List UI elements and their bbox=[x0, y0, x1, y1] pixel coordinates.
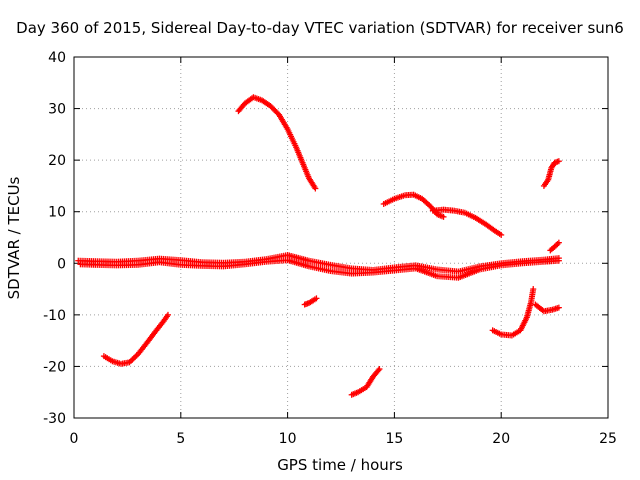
data-point-arc-4 bbox=[375, 367, 382, 374]
x-tick-label: 25 bbox=[599, 431, 617, 447]
data-point-arc-5 bbox=[440, 213, 447, 220]
x-tick-label: 5 bbox=[176, 431, 185, 447]
x-tick-label: 20 bbox=[492, 431, 510, 447]
data-point-arc-10 bbox=[555, 239, 562, 246]
grid bbox=[74, 57, 608, 418]
plot-frame bbox=[73, 56, 609, 419]
data-point-arc-10 bbox=[554, 241, 561, 248]
y-tick-label: 40 bbox=[48, 50, 66, 66]
axis-ticks: 0 5 10 15 20 25 -30 -20 -10 0 10 20 30 40 bbox=[43, 50, 617, 447]
y-tick-label: -10 bbox=[43, 308, 66, 324]
data-point-arc-6 bbox=[498, 231, 505, 238]
x-tick-label: 15 bbox=[385, 431, 403, 447]
y-tick-label: 20 bbox=[48, 153, 66, 169]
data-point-arc-1 bbox=[132, 353, 139, 360]
x-tick-label: 10 bbox=[279, 431, 297, 447]
y-tick-label: -20 bbox=[43, 359, 66, 375]
y-tick-label: -30 bbox=[43, 411, 66, 427]
data-point-arc-4 bbox=[376, 366, 383, 373]
x-axis-label: GPS time / hours bbox=[277, 456, 403, 474]
data-point-arc-3 bbox=[313, 295, 320, 302]
data-point-arc-2 bbox=[312, 185, 319, 192]
y-tick-label: 30 bbox=[48, 102, 66, 118]
data-point-arc-7 bbox=[530, 286, 537, 293]
data-point-arc-1 bbox=[130, 355, 137, 362]
data-point-arc-9 bbox=[555, 158, 562, 165]
y-axis-label: SDTVAR / TECUs bbox=[5, 176, 23, 299]
data-point-near-zero-band-B bbox=[555, 257, 562, 264]
chart-title: Day 360 of 2015, Sidereal Day-to-day VTE… bbox=[16, 19, 624, 37]
data-points bbox=[75, 94, 562, 398]
data-point-arc-1 bbox=[129, 356, 136, 363]
x-tick-label: 0 bbox=[70, 431, 79, 447]
y-tick-label: 10 bbox=[48, 205, 66, 221]
y-tick-label: 0 bbox=[57, 256, 66, 272]
data-point-arc-8 bbox=[555, 304, 562, 311]
data-point-arc-1 bbox=[164, 311, 171, 318]
